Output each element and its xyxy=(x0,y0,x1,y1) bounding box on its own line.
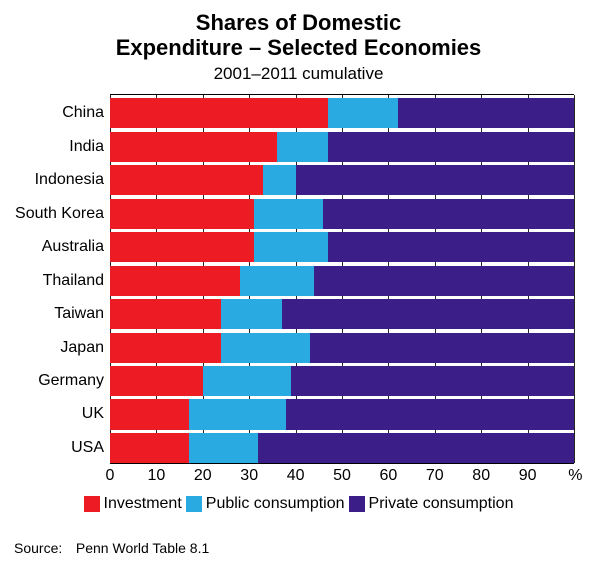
bar-segment-public xyxy=(277,132,328,162)
bar-segment-investment xyxy=(110,399,189,429)
y-category-label: Indonesia xyxy=(35,171,104,189)
bar-row xyxy=(110,333,574,363)
x-tick-label: 50 xyxy=(333,467,351,485)
bar-segment-public xyxy=(263,165,295,195)
bar-segment-public xyxy=(254,199,324,229)
source-label: Source: xyxy=(14,540,72,556)
bar-segment-private xyxy=(323,199,574,229)
bar-segment-public xyxy=(328,98,398,128)
y-category-label: Taiwan xyxy=(54,305,104,323)
bar-segment-investment xyxy=(110,299,221,329)
bar-segment-private xyxy=(328,132,574,162)
bar-segment-investment xyxy=(110,266,240,296)
bar-segment-public xyxy=(203,366,291,396)
legend-item-investment: Investment xyxy=(84,495,182,513)
bar-row xyxy=(110,98,574,128)
bar-row xyxy=(110,299,574,329)
legend: Investment Public consumption Private cons… xyxy=(0,495,597,517)
bar-row xyxy=(110,165,574,195)
bar-row xyxy=(110,232,574,262)
gridline xyxy=(574,95,575,463)
bar-segment-private xyxy=(282,299,574,329)
bar-segment-private xyxy=(314,266,574,296)
x-tick-label: 60 xyxy=(379,467,397,485)
bar-segment-public xyxy=(189,433,259,463)
chart-container: Shares of Domestic Expenditure – Selecte… xyxy=(0,0,597,565)
bar-segment-private xyxy=(398,98,574,128)
x-tick-label: 40 xyxy=(287,467,305,485)
x-tick-label: % xyxy=(568,467,582,485)
bar-row xyxy=(110,399,574,429)
y-category-label: Thailand xyxy=(43,272,104,290)
legend-label: Private consumption xyxy=(369,495,514,513)
y-category-label: China xyxy=(62,104,104,122)
x-tick-label: 20 xyxy=(194,467,212,485)
bar-segment-public xyxy=(189,399,286,429)
legend-swatch xyxy=(186,496,202,512)
bar-segment-public xyxy=(254,232,328,262)
legend-label: Investment xyxy=(104,495,182,513)
plot-area: 0102030405060708090%ChinaIndiaIndonesiaS… xyxy=(110,94,574,464)
bar-segment-private xyxy=(328,232,574,262)
bar-row xyxy=(110,266,574,296)
chart-title-line2: Expenditure – Selected Economies xyxy=(116,35,482,60)
legend-swatch xyxy=(84,496,100,512)
y-category-label: USA xyxy=(71,439,104,457)
source-text: Penn World Table 8.1 xyxy=(76,540,209,556)
legend-item-private: Private consumption xyxy=(349,495,514,513)
chart-title: Shares of Domestic Expenditure – Selecte… xyxy=(0,0,597,61)
bar-row xyxy=(110,132,574,162)
bar-segment-public xyxy=(240,266,314,296)
chart-title-line1: Shares of Domestic xyxy=(196,10,401,35)
bar-segment-investment xyxy=(110,333,221,363)
y-category-label: India xyxy=(69,138,104,156)
bar-row xyxy=(110,366,574,396)
bar-row xyxy=(110,199,574,229)
bar-segment-private xyxy=(296,165,574,195)
chart-subtitle: 2001–2011 cumulative xyxy=(0,64,597,84)
bar-segment-investment xyxy=(110,98,328,128)
bar-segment-investment xyxy=(110,199,254,229)
bar-segment-investment xyxy=(110,165,263,195)
bar-segment-investment xyxy=(110,132,277,162)
x-tick-label: 30 xyxy=(240,467,258,485)
source-line: Source: Penn World Table 8.1 xyxy=(14,540,209,556)
y-category-label: UK xyxy=(82,405,104,423)
bar-segment-public xyxy=(221,299,281,329)
y-category-label: Australia xyxy=(42,238,104,256)
x-tick-label: 80 xyxy=(472,467,490,485)
x-tick-label: 90 xyxy=(519,467,537,485)
legend-item-public: Public consumption xyxy=(186,495,345,513)
bar-segment-investment xyxy=(110,433,189,463)
bar-segment-investment xyxy=(110,232,254,262)
bar-segment-private xyxy=(286,399,574,429)
bar-segment-public xyxy=(221,333,309,363)
y-category-label: Germany xyxy=(38,372,104,390)
bar-segment-private xyxy=(258,433,574,463)
legend-label: Public consumption xyxy=(206,495,345,513)
x-tick-label: 0 xyxy=(106,467,115,485)
legend-swatch xyxy=(349,496,365,512)
x-tick-label: 70 xyxy=(426,467,444,485)
bar-segment-private xyxy=(291,366,574,396)
y-category-label: Japan xyxy=(60,339,104,357)
plot: 0102030405060708090%ChinaIndiaIndonesiaS… xyxy=(110,94,574,464)
x-tick-label: 10 xyxy=(147,467,165,485)
y-category-label: South Korea xyxy=(15,205,104,223)
bar-segment-investment xyxy=(110,366,203,396)
bar-row xyxy=(110,433,574,463)
bar-segment-private xyxy=(310,333,574,363)
